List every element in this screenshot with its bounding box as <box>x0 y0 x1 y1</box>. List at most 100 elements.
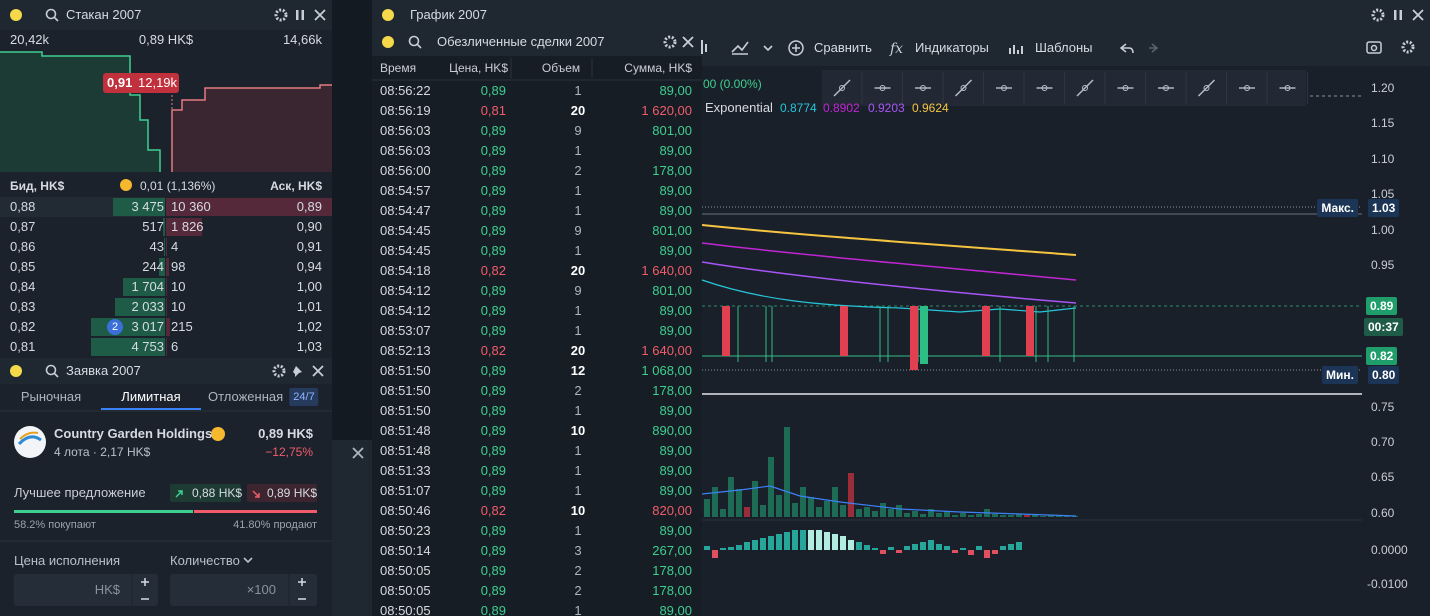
ema-line <box>701 279 1077 313</box>
chart-toolbar <box>702 28 1430 66</box>
oscillator-bar <box>1016 542 1022 550</box>
tab-badge: 24/7 <box>289 388 319 406</box>
tab[interactable]: Рыночная <box>20 389 82 404</box>
trade-volume: 10 <box>570 423 586 438</box>
trade-price: 0,89 <box>480 283 506 298</box>
trade-sum: 89,00 <box>659 443 692 458</box>
drawing-tool <box>1284 85 1291 91</box>
trade-sum: 89,00 <box>659 483 692 498</box>
trade-volume: 1 <box>574 203 582 218</box>
column-header: Время <box>380 61 417 75</box>
trade-sum: 89,00 <box>659 243 692 258</box>
ask-price: 0,91 <box>296 239 322 254</box>
volume-bar <box>776 495 782 517</box>
trade-sum: 1 068,00 <box>641 363 692 378</box>
price-axis-label: 0.65 <box>1371 470 1395 485</box>
toolbar-button[interactable]: Шаблоны <box>1035 40 1093 55</box>
tab[interactable]: Отложенная <box>208 389 284 404</box>
search-icon <box>53 16 59 22</box>
trade-volume: 1 <box>574 603 582 616</box>
trade-price: 0,89 <box>480 523 506 538</box>
oscillator-bar <box>840 536 846 550</box>
volume-bar <box>864 507 870 517</box>
badge: 2 <box>111 321 119 333</box>
trade-price: 0,89 <box>480 423 506 438</box>
trade-sum: 89,00 <box>659 303 692 318</box>
trade-price: 0,89 <box>480 563 506 578</box>
trade-time: 08:54:18 <box>380 263 431 278</box>
bid-size: 43 <box>149 239 164 254</box>
trade-volume: 20 <box>570 343 586 358</box>
oscillator-bar <box>952 550 958 553</box>
volume-bar <box>960 513 966 517</box>
volume-bar <box>1024 515 1030 517</box>
tab[interactable]: Лимитная <box>121 389 181 404</box>
ask-size: 10 <box>171 279 186 294</box>
best-buy[interactable]: 0,88 HK$ <box>192 486 243 500</box>
trade-time: 08:51:50 <box>380 403 431 418</box>
trade-time: 08:56:03 <box>380 143 431 158</box>
oscillator-bar <box>712 550 718 558</box>
compare-icon <box>792 44 800 52</box>
oscillator-bar <box>784 532 790 550</box>
price-axis-label: 1.10 <box>1371 151 1395 166</box>
oscillator-bar <box>808 530 814 550</box>
tooltip-price: 0,91 <box>107 75 133 90</box>
ema-line <box>701 261 1077 304</box>
trade-volume: 9 <box>574 283 582 298</box>
bid-volume-bar <box>113 198 165 216</box>
price-input <box>14 574 158 606</box>
oscillator-bar <box>1000 546 1006 550</box>
trade-time: 08:51:07 <box>380 483 431 498</box>
templates-icon <box>1009 45 1023 54</box>
trades-panel <box>372 28 702 616</box>
drawing-tool <box>1163 85 1169 91</box>
volume-bar <box>736 489 742 517</box>
trade-time: 08:50:05 <box>380 563 431 578</box>
ask-price: 0,89 <box>296 199 322 214</box>
toolbar-button[interactable]: Сравнить <box>814 40 872 55</box>
mid-price: 0,89 HK$ <box>138 32 194 47</box>
company-logo <box>19 431 39 440</box>
oscillator-bar <box>856 542 862 550</box>
tooltip-volume: 12,19k <box>138 75 178 90</box>
qty-input <box>170 574 317 606</box>
toolbar-button[interactable]: Индикаторы <box>915 40 989 55</box>
volume-bar <box>872 511 878 517</box>
price-axis-label: 0.95 <box>1371 258 1395 272</box>
trade-volume: 1 <box>574 303 582 318</box>
best-offer-label: Лучшее предложение <box>14 485 146 500</box>
trade-time: 08:54:45 <box>380 223 431 238</box>
volume-bar <box>832 487 838 517</box>
bid-depth-line <box>0 51 161 172</box>
best-buy-box <box>170 484 241 502</box>
trade-price: 0,89 <box>480 363 506 378</box>
volume-average <box>701 485 1077 517</box>
trade-time: 08:54:47 <box>380 203 431 218</box>
stepper-button <box>141 578 149 600</box>
volume-bar <box>904 513 910 517</box>
chart-type-icon <box>731 41 749 55</box>
close-icon <box>312 365 324 377</box>
drawing-tool <box>955 79 972 97</box>
trade-sum: 89,00 <box>659 183 692 198</box>
oscillator-bar <box>968 550 974 555</box>
legend-value: 0.9203 <box>868 101 905 115</box>
price-axis-label: 1.20 <box>1371 81 1395 95</box>
volume-bar <box>728 477 734 517</box>
arrow-icon <box>252 490 260 498</box>
chart-header <box>372 0 1430 28</box>
badge-bg <box>107 319 123 335</box>
ask-size: 98 <box>171 259 186 274</box>
bid-size: 3 017 <box>131 319 164 334</box>
best-sell[interactable]: 0,89 HK$ <box>267 486 318 500</box>
trade-price: 0,89 <box>480 183 506 198</box>
oscillator-bar <box>768 536 774 550</box>
bid-volume: 20,42k <box>10 32 50 47</box>
volume-bar <box>928 509 934 517</box>
drawing-tool <box>879 85 886 91</box>
bid-size: 517 <box>142 219 164 234</box>
candle <box>840 306 848 356</box>
change-fragment: 00 (0.00%) <box>703 77 762 91</box>
volume-bar <box>848 473 854 517</box>
